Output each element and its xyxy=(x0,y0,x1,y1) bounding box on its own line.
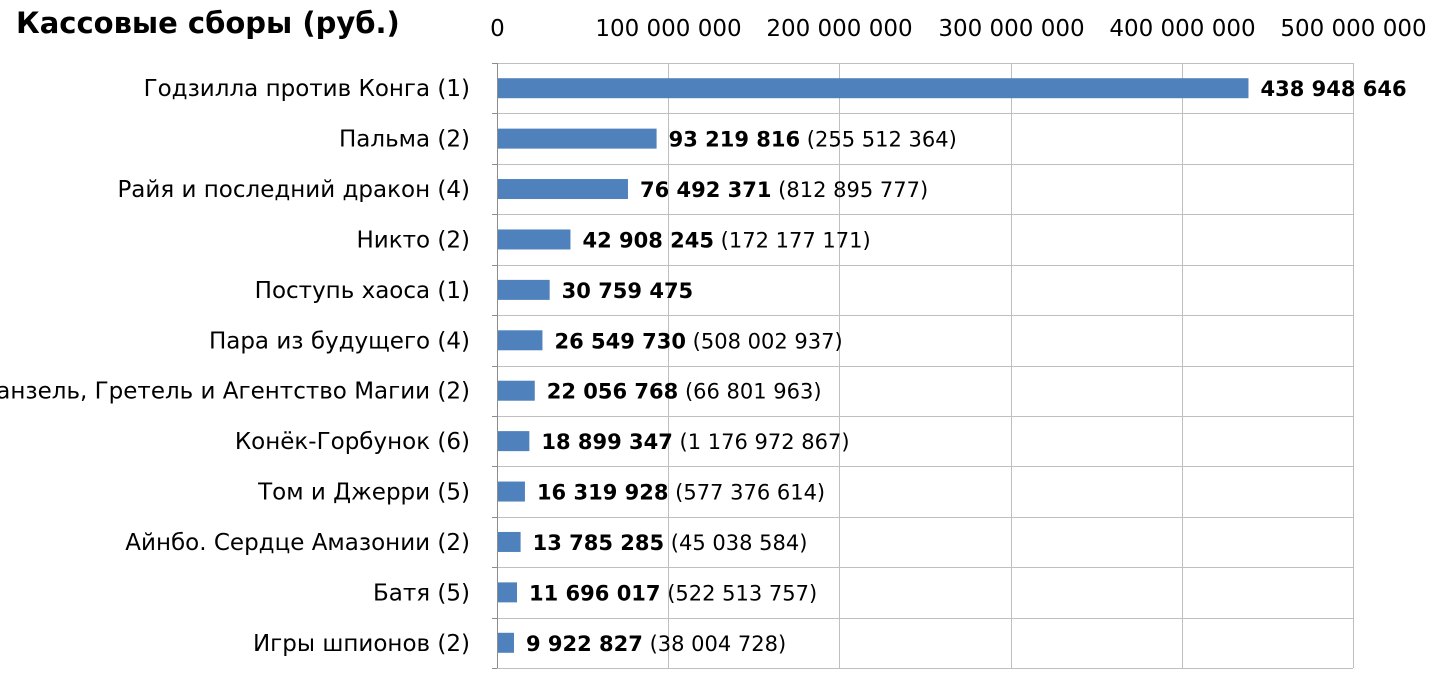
total-gross-label: (66 801 963) xyxy=(678,380,821,404)
value-label: 42 908 245 (172 177 171) xyxy=(582,228,870,252)
weekend-gross-label: 26 549 730 xyxy=(554,329,686,353)
weekend-gross-label: 76 492 371 xyxy=(640,178,772,202)
total-gross-label: (172 177 171) xyxy=(714,228,871,252)
x-tick-label: 500 000 000 xyxy=(1280,16,1426,42)
bar xyxy=(498,179,628,200)
category-label: Игры шпионов (2) xyxy=(253,631,470,657)
bar xyxy=(498,128,657,149)
x-tick-label: 0 xyxy=(490,16,505,42)
bar xyxy=(498,531,521,552)
value-label: 11 696 017 (522 513 757) xyxy=(529,581,817,605)
bar xyxy=(498,632,514,653)
value-label: 76 492 371 (812 895 777) xyxy=(640,178,928,202)
total-gross-label: (38 004 728) xyxy=(643,632,786,656)
x-tick-label: 300 000 000 xyxy=(938,16,1084,42)
value-label: 13 785 285 (45 038 584) xyxy=(533,531,808,555)
weekend-gross-label: 16 319 928 xyxy=(537,481,669,505)
category-label: Батя (5) xyxy=(373,580,470,606)
value-label: 30 759 475 xyxy=(562,279,694,303)
total-gross-label: (522 513 757) xyxy=(661,581,818,605)
total-gross-label: (508 002 937) xyxy=(686,329,843,353)
weekend-gross-label: 13 785 285 xyxy=(533,531,665,555)
total-gross-label: (1 176 972 867) xyxy=(673,430,850,454)
value-label: 16 319 928 (577 376 614) xyxy=(537,481,825,505)
category-label: Никто (2) xyxy=(357,227,471,253)
category-label: Райя и последний дракон (4) xyxy=(117,177,470,203)
total-gross-label: (812 895 777) xyxy=(771,178,928,202)
weekend-gross-label: 30 759 475 xyxy=(562,279,694,303)
category-label: Пара из будущего (4) xyxy=(209,328,470,354)
weekend-gross-label: 9 922 827 xyxy=(526,632,643,656)
weekend-gross-label: 11 696 017 xyxy=(529,581,661,605)
category-label: Годзилла против Конга (1) xyxy=(144,76,470,102)
category-label: Конёк-Горбунок (6) xyxy=(235,429,470,455)
bar xyxy=(498,380,535,401)
x-tick-label: 200 000 000 xyxy=(766,16,912,42)
chart-title: Кассовые сборы (руб.) xyxy=(16,6,400,40)
category-label: Том и Джерри (5) xyxy=(257,480,470,506)
x-tick-label: 400 000 000 xyxy=(1109,16,1255,42)
bar xyxy=(498,229,571,250)
value-label: 93 219 816 (255 512 364) xyxy=(669,128,957,152)
weekend-gross-label: 93 219 816 xyxy=(669,128,801,152)
value-label: 22 056 768 (66 801 963) xyxy=(547,380,822,404)
bar xyxy=(498,431,530,452)
value-label: 18 899 347 (1 176 972 867) xyxy=(541,430,849,454)
weekend-gross-label: 42 908 245 xyxy=(582,228,714,252)
bar xyxy=(498,78,1249,99)
category-label: Ганзель, Гретель и Агентство Магии (2) xyxy=(0,379,470,405)
total-gross-label: (255 512 364) xyxy=(800,128,957,152)
total-gross-label: (45 038 584) xyxy=(664,531,807,555)
weekend-gross-label: 18 899 347 xyxy=(541,430,673,454)
category-label: Айнбо. Сердце Амазонии (2) xyxy=(125,530,470,556)
category-label: Поступь хаоса (1) xyxy=(255,278,470,304)
value-label: 9 922 827 (38 004 728) xyxy=(526,632,786,656)
x-tick-label: 100 000 000 xyxy=(595,16,741,42)
weekend-gross-label: 438 948 646 xyxy=(1260,77,1406,101)
bar xyxy=(498,330,543,351)
weekend-gross-label: 22 056 768 xyxy=(547,380,679,404)
bar xyxy=(498,582,518,603)
bar xyxy=(498,481,525,502)
category-label: Пальма (2) xyxy=(339,127,470,153)
value-label: 438 948 646 xyxy=(1260,77,1406,101)
total-gross-label: (577 376 614) xyxy=(668,481,825,505)
value-label: 26 549 730 (508 002 937) xyxy=(554,329,842,353)
bar xyxy=(498,279,550,300)
